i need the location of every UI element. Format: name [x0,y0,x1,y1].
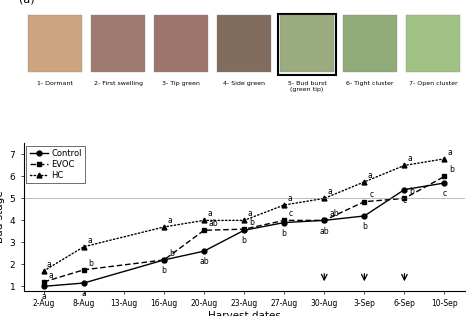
Text: 4- Side green: 4- Side green [223,81,265,86]
Text: a: a [87,235,92,245]
Control [362,214,367,218]
HC [362,180,367,184]
Line: EVOC: EVOC [41,174,447,284]
Bar [278,14,337,75]
Text: a: a [408,154,412,163]
EVOC [201,228,207,232]
EVOC [241,227,247,231]
Bar [91,15,145,72]
Text: a: a [367,171,372,180]
Text: a: a [48,271,53,280]
HC [161,225,167,229]
Bar [217,15,271,72]
Text: 6- Tight cluster: 6- Tight cluster [346,81,394,86]
Control [41,284,46,288]
Text: (a): (a) [19,0,35,5]
Text: a: a [328,187,332,196]
EVOC [362,200,367,204]
Text: 3- Tip green: 3- Tip green [162,81,200,86]
Text: a: a [247,209,252,218]
Text: 2- First swelling: 2- First swelling [94,81,143,86]
Control [401,188,407,191]
Y-axis label: Bud stage: Bud stage [0,191,5,243]
Control [201,249,207,253]
Text: a: a [47,260,52,269]
Text: ab: ab [329,209,339,218]
Text: c: c [442,189,447,198]
Text: b: b [449,165,454,174]
HC [81,245,87,249]
Text: c: c [369,191,373,199]
EVOC [321,218,327,222]
Control [241,228,247,232]
Text: 5- Bud burst
(green tip): 5- Bud burst (green tip) [288,81,327,92]
Text: b: b [362,222,367,231]
Line: Control: Control [41,180,447,289]
EVOC [161,258,167,262]
Control [161,258,167,262]
Control [282,221,287,224]
Text: b: b [169,249,173,258]
HC [201,218,207,222]
HC [241,218,247,222]
Text: 7- Open cluster: 7- Open cluster [409,81,457,86]
Text: c: c [402,196,407,205]
Bar [280,15,334,72]
Text: b: b [249,218,254,227]
Bar [343,15,397,72]
X-axis label: Harvest dates: Harvest dates [208,311,281,316]
Control [81,281,87,285]
EVOC [401,197,407,200]
Text: a: a [167,216,172,225]
EVOC [81,268,87,272]
Text: ab: ab [209,219,219,228]
Text: 1- Dormant: 1- Dormant [37,81,73,86]
EVOC [442,174,447,178]
Text: b: b [162,266,166,275]
HC [321,197,327,200]
HC [41,269,46,273]
Text: b: b [89,258,93,268]
Text: a: a [447,148,453,157]
Legend: Control, EVOC, HC: Control, EVOC, HC [26,146,85,183]
Text: ab: ab [199,257,209,266]
Bar [154,15,208,72]
Text: b: b [282,229,287,238]
HC [401,163,407,167]
Text: a: a [82,289,86,298]
Text: b: b [409,187,414,196]
Control [442,181,447,185]
Text: ab: ab [319,227,329,235]
Line: HC: HC [41,156,447,273]
Text: b: b [242,236,246,246]
Bar [406,15,460,72]
Text: a: a [287,194,292,203]
HC [282,203,287,207]
Control [321,218,327,222]
Text: a: a [41,293,46,301]
EVOC [282,218,287,222]
Text: c: c [289,209,293,218]
Text: a: a [207,209,212,218]
Bar [28,15,82,72]
EVOC [41,280,46,284]
HC [442,157,447,161]
